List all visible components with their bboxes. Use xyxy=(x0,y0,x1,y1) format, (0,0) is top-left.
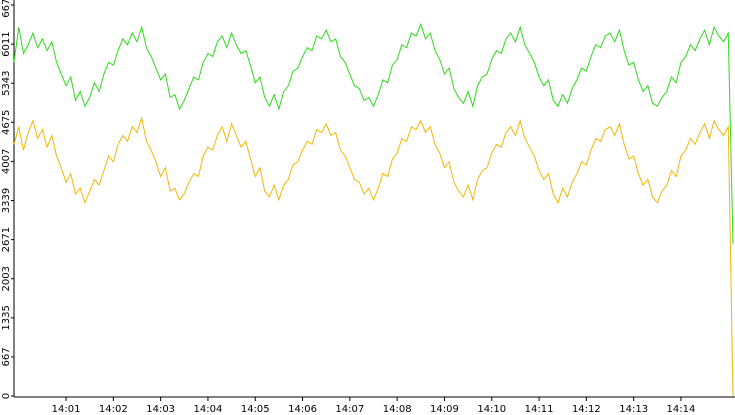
y-tick-label: 4007 xyxy=(1,149,12,174)
series-line xyxy=(13,22,734,244)
x-tick-label: 14:02 xyxy=(99,404,128,415)
y-tick-label: 667 xyxy=(1,347,12,366)
x-tick-label: 14:04 xyxy=(194,404,223,415)
x-tick-label: 14:12 xyxy=(572,404,601,415)
x-tick-label: 14:07 xyxy=(335,404,364,415)
y-tick-label: 2003 xyxy=(1,266,12,291)
y-tick-label: 0 xyxy=(1,393,12,399)
y-tick-label: 2671 xyxy=(1,227,12,252)
x-tick-label: 14:03 xyxy=(146,404,175,415)
x-tick-label: 14:14 xyxy=(667,404,696,415)
x-tick-label: 14:06 xyxy=(288,404,317,415)
x-tick-label: 14:13 xyxy=(619,404,648,415)
series-line xyxy=(13,115,734,397)
y-tick-label: 6011 xyxy=(1,31,12,56)
y-tick-label: 6679 xyxy=(1,0,12,18)
y-tick-label: 5343 xyxy=(1,70,12,95)
x-tick-label: 14:10 xyxy=(477,404,506,415)
x-tick-label: 14:11 xyxy=(525,404,554,415)
x-tick-label: 14:01 xyxy=(52,404,81,415)
y-tick-label: 3339 xyxy=(1,188,12,213)
x-tick-label: 14:09 xyxy=(430,404,459,415)
y-tick-label: 1335 xyxy=(1,305,12,330)
y-tick-label: 4675 xyxy=(1,110,12,135)
x-tick-label: 14:05 xyxy=(241,404,270,415)
x-tick-label: 14:08 xyxy=(383,404,412,415)
